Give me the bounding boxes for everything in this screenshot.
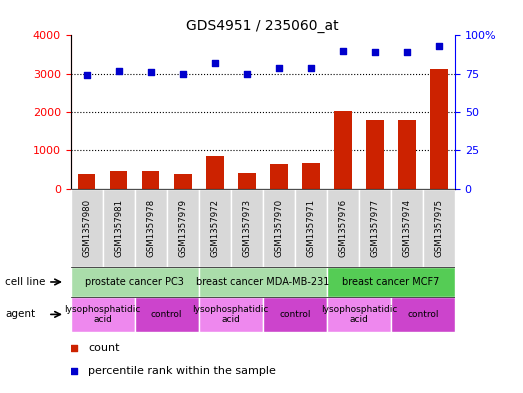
Bar: [366, 120, 384, 189]
Point: [275, 64, 283, 71]
Text: GSM1357977: GSM1357977: [370, 199, 379, 257]
Point: [306, 64, 315, 71]
Bar: [142, 171, 160, 189]
Bar: [263, 297, 327, 332]
Bar: [327, 267, 455, 297]
Bar: [302, 163, 320, 189]
Point: [115, 68, 123, 74]
Bar: [199, 189, 231, 267]
Text: control: control: [279, 310, 311, 319]
Point: [371, 49, 379, 55]
Text: GSM1357978: GSM1357978: [146, 199, 155, 257]
Bar: [71, 297, 135, 332]
Bar: [398, 120, 416, 189]
Text: agent: agent: [5, 309, 36, 320]
Point: [211, 60, 219, 66]
Bar: [327, 189, 359, 267]
Text: GSM1357971: GSM1357971: [306, 199, 315, 257]
Text: GSM1357976: GSM1357976: [338, 199, 347, 257]
Title: GDS4951 / 235060_at: GDS4951 / 235060_at: [187, 19, 339, 33]
Point: [339, 48, 347, 54]
Point: [403, 49, 411, 55]
Bar: [391, 297, 455, 332]
Text: GSM1357981: GSM1357981: [114, 199, 123, 257]
Bar: [359, 189, 391, 267]
Point: [293, 35, 302, 41]
Text: lysophosphatidic
acid: lysophosphatidic acid: [64, 305, 141, 324]
Text: lysophosphatidic
acid: lysophosphatidic acid: [321, 305, 397, 324]
Bar: [295, 189, 327, 267]
Bar: [174, 174, 191, 189]
Text: control: control: [151, 310, 183, 319]
Text: GSM1357973: GSM1357973: [242, 199, 251, 257]
Bar: [423, 189, 455, 267]
Text: breast cancer MCF7: breast cancer MCF7: [342, 277, 440, 287]
Bar: [263, 189, 295, 267]
Bar: [199, 267, 327, 297]
Text: breast cancer MDA-MB-231: breast cancer MDA-MB-231: [196, 277, 329, 287]
Bar: [327, 297, 391, 332]
Point: [146, 69, 155, 75]
Text: GSM1357975: GSM1357975: [435, 199, 444, 257]
Text: GSM1357979: GSM1357979: [178, 199, 187, 257]
Bar: [334, 111, 351, 189]
Text: GSM1357974: GSM1357974: [403, 199, 412, 257]
Bar: [238, 173, 256, 189]
Bar: [103, 189, 135, 267]
Bar: [110, 171, 128, 189]
Bar: [167, 189, 199, 267]
Bar: [391, 189, 423, 267]
Point: [178, 70, 187, 77]
Bar: [270, 164, 288, 189]
Text: control: control: [407, 310, 439, 319]
Text: count: count: [88, 343, 119, 353]
Text: cell line: cell line: [5, 277, 46, 287]
Bar: [135, 189, 167, 267]
Text: GSM1357972: GSM1357972: [210, 199, 219, 257]
Point: [83, 72, 91, 78]
Point: [243, 70, 251, 77]
Point: [435, 43, 443, 49]
Bar: [206, 156, 223, 189]
Bar: [71, 189, 103, 267]
Bar: [78, 174, 95, 189]
Bar: [430, 69, 448, 189]
Text: prostate cancer PC3: prostate cancer PC3: [85, 277, 184, 287]
Point: [293, 249, 302, 255]
Bar: [231, 189, 263, 267]
Text: GSM1357970: GSM1357970: [275, 199, 283, 257]
Bar: [71, 267, 199, 297]
Text: percentile rank within the sample: percentile rank within the sample: [88, 366, 276, 376]
Text: GSM1357980: GSM1357980: [82, 199, 91, 257]
Bar: [135, 297, 199, 332]
Bar: [199, 297, 263, 332]
Text: lysophosphatidic
acid: lysophosphatidic acid: [192, 305, 269, 324]
